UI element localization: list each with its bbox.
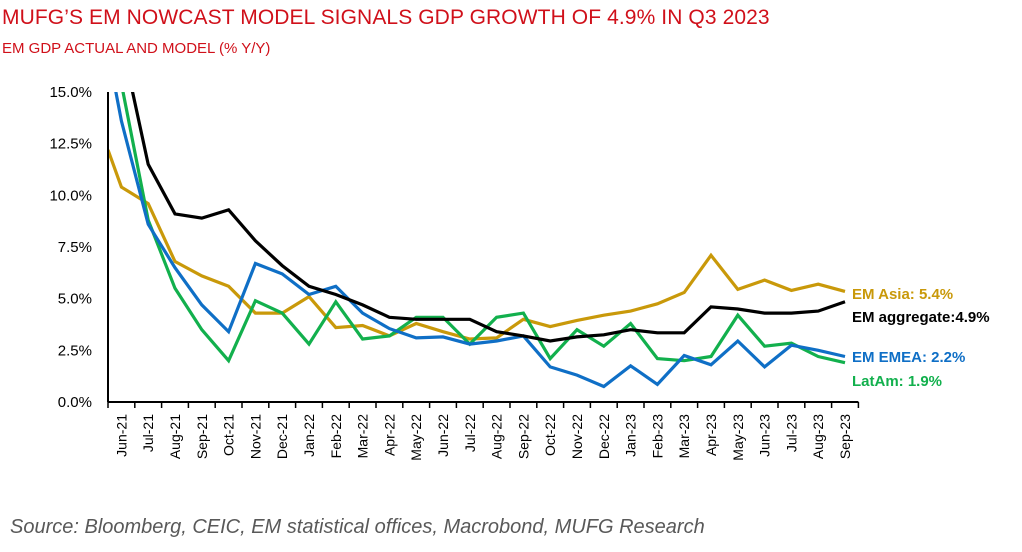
x-tick-label: Aug-22 [489,414,505,459]
y-tick-label: 12.5% [49,136,92,153]
x-tick-label: Jul-21 [140,414,156,452]
series-line-latam [121,92,846,365]
x-tick-label: Feb-22 [328,414,344,459]
y-tick-label: 0.0% [58,394,92,411]
x-tick-label: Sep-23 [837,414,853,459]
x-tick-label: May-23 [730,414,746,461]
x-tick-label: Nov-22 [569,414,585,459]
x-tick-label: Oct-22 [542,414,558,456]
x-tick-label: Jul-22 [462,414,478,452]
y-tick-label: 15.0% [49,84,92,101]
end-label-em-asia: EM Asia: 5.4% [852,286,953,303]
end-label-latam: LatAm: 1.9% [852,373,942,390]
y-tick-label: 2.5% [58,342,92,359]
end-label-em-emea: EM EMEA: 2.2% [852,349,965,366]
x-tick-label: Oct-21 [221,414,237,456]
y-tick-label: 10.0% [49,187,92,204]
series-line-em-aggregate [130,92,846,343]
x-tick-label: Nov-21 [247,414,263,459]
x-tick-label: Jan-23 [623,414,639,457]
x-tick-label: Aug-23 [810,414,826,459]
x-tick-label: Aug-21 [167,414,183,459]
y-tick-label: 7.5% [58,239,92,256]
x-tick-label: Mar-22 [355,414,371,459]
series-line-em-asia [108,149,846,341]
series-line-em-emea [114,92,846,389]
x-tick-label: Dec-22 [596,414,612,459]
y-tick-label: 5.0% [58,291,92,308]
x-tick-label: Mar-23 [676,414,692,459]
end-label-em-aggregate: EM aggregate:4.9% [852,309,990,326]
x-tick-label: Sep-21 [194,414,210,459]
x-tick-label: Dec-21 [274,414,290,459]
x-tick-label: Apr-22 [381,414,397,456]
x-tick-label: Jun-23 [757,414,773,457]
x-tick-label: Feb-23 [649,414,665,459]
x-tick-label: Jun-22 [435,414,451,457]
chart-subtitle: EM GDP ACTUAL AND MODEL (% Y/Y) [2,40,271,57]
x-tick-label: May-22 [408,414,424,461]
x-tick-label: Sep-22 [515,414,531,459]
x-tick-label: Jul-23 [783,414,799,452]
x-tick-label: Apr-23 [703,414,719,456]
x-tick-label: Jan-22 [301,414,317,457]
chart-title: MUFG’S EM NOWCAST MODEL SIGNALS GDP GROW… [2,6,770,29]
x-tick-label: Jun-21 [113,414,129,457]
source-note: Source: Bloomberg, CEIC, EM statistical … [10,516,705,538]
